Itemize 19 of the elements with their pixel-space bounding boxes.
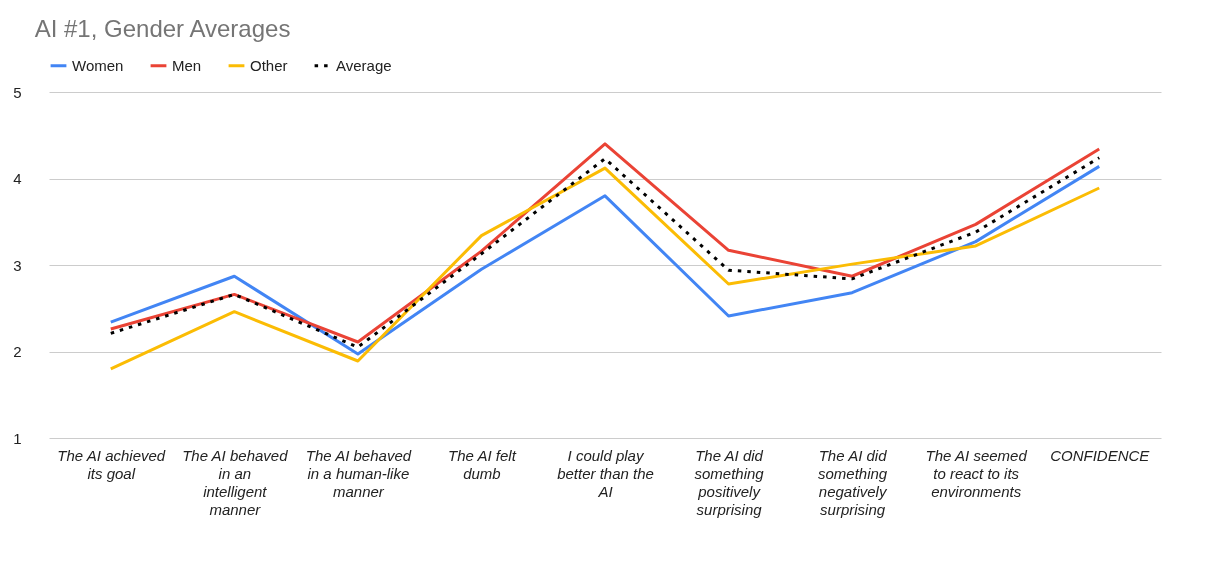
legend-label: Women — [72, 56, 124, 74]
x-tick-label: The AI did something positively surprising — [694, 446, 765, 518]
legend-label: Average — [336, 56, 392, 74]
chart-title: AI #1, Gender Averages — [34, 15, 291, 42]
x-tick-label: I could play better than the AI — [557, 446, 654, 500]
x-tick-label: The AI felt dumb — [448, 446, 517, 482]
x-tick-label: The AI achieved its goal — [57, 446, 166, 482]
y-tick-label: 5 — [13, 83, 22, 101]
x-tick-label: The AI behaved in an intelligent manner — [182, 446, 289, 518]
legend-label: Other — [250, 56, 288, 74]
y-tick-label: 2 — [13, 343, 22, 360]
x-tick-label: The AI seemed to react to its environments — [925, 446, 1028, 500]
y-tick-label: 4 — [13, 170, 22, 187]
x-tick-label: The AI did something negatively surprising — [818, 446, 888, 518]
y-tick-label: 3 — [13, 256, 22, 274]
x-tick-label: The AI behaved in a human-like manner — [305, 446, 412, 500]
y-tick-label: 1 — [13, 429, 22, 447]
legend-label: Men — [172, 56, 202, 74]
x-tick-label: CONFIDENCE — [1050, 446, 1151, 464]
